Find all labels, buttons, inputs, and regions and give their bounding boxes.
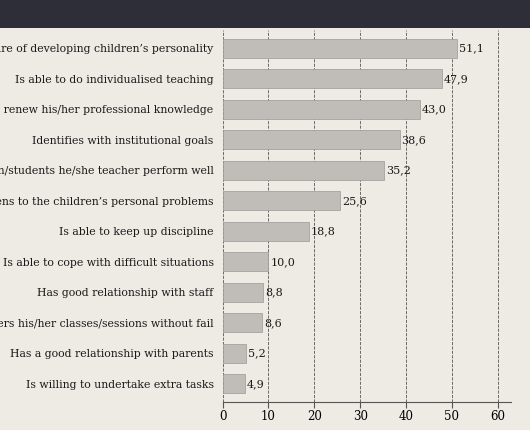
Bar [223,252,269,271]
Bar [223,222,309,241]
Text: 4,9: 4,9 [247,379,264,389]
Text: 35,2: 35,2 [386,166,411,175]
Text: 25,6: 25,6 [342,196,367,206]
Text: 47,9: 47,9 [444,74,469,84]
Bar [223,39,457,58]
Bar [223,313,262,332]
Text: 5,2: 5,2 [248,348,266,358]
Bar [223,374,245,393]
Bar [223,344,246,363]
Bar [223,69,442,88]
Text: 51,1: 51,1 [459,43,483,53]
Bar [223,130,400,149]
Text: 43,0: 43,0 [421,104,446,114]
Bar [223,161,384,180]
Text: 8,6: 8,6 [264,318,281,328]
Text: 38,6: 38,6 [401,135,426,145]
Text: 8,8: 8,8 [265,287,282,297]
Bar [223,191,340,210]
Text: 10,0: 10,0 [270,257,295,267]
Bar [223,283,263,302]
Bar [223,100,420,119]
Text: 18,8: 18,8 [311,226,335,237]
